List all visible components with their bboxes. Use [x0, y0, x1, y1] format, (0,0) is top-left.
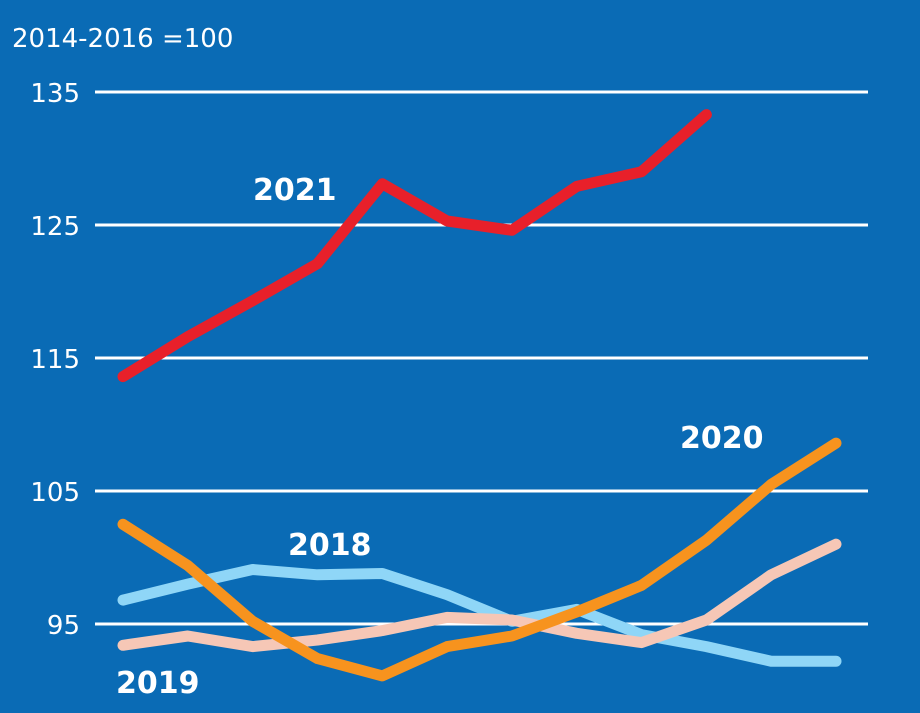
y-tick-95: 95	[47, 611, 80, 641]
y-tick-125: 125	[30, 212, 80, 242]
y-tick-135: 135	[30, 79, 80, 109]
series-line-2020	[117, 437, 842, 682]
series-label-2021: 2021	[253, 173, 337, 208]
y-tick-115: 115	[30, 345, 80, 375]
series-label-2018: 2018	[288, 528, 372, 563]
series-labels: 2021 2020 2018 2019	[116, 173, 764, 701]
series-lines	[117, 109, 842, 682]
series-line-2019	[117, 538, 842, 653]
y-tick-105: 105	[30, 478, 80, 508]
series-line-2018	[117, 564, 842, 667]
series-line-2021	[117, 109, 712, 383]
series-label-2020: 2020	[680, 421, 764, 456]
index-base-label: 2014-2016 =100	[12, 24, 233, 54]
series-label-2019: 2019	[116, 666, 200, 701]
y-axis-ticks: 135 125 115 105 95	[30, 79, 80, 641]
gridlines	[95, 90, 868, 626]
